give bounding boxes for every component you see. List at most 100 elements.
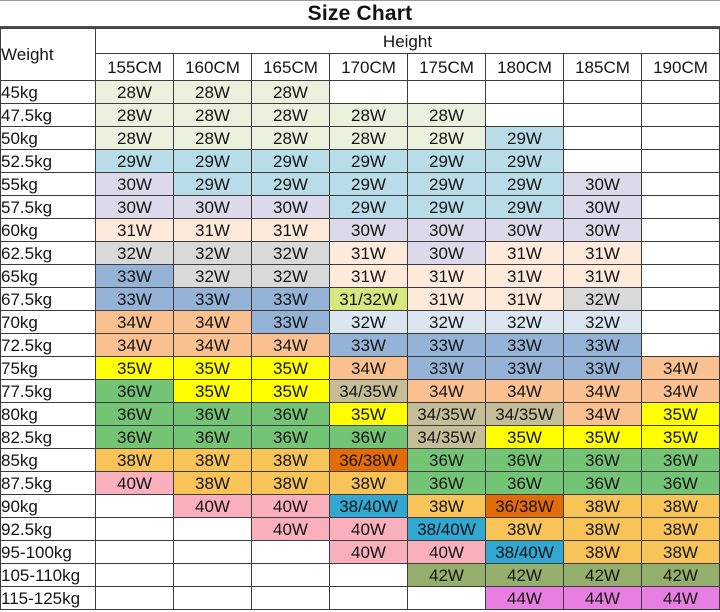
empty-cell <box>641 80 720 104</box>
size-cell: 31W <box>329 241 408 265</box>
size-cell: 28W <box>95 80 174 104</box>
empty-cell <box>173 563 252 587</box>
size-cell: 32W <box>251 241 330 265</box>
size-cell: 34W <box>485 379 564 403</box>
column-header-170cm: 170CM <box>329 53 408 81</box>
size-cell: 31W <box>485 287 564 311</box>
size-cell: 31W <box>407 264 486 288</box>
size-cell: 28W <box>173 80 252 104</box>
row-label: 115-125kg <box>0 586 96 610</box>
size-table: Weight Height 155CM 160CM 165CM 170CM 175CM 180… <box>0 28 720 610</box>
size-cell: 38W <box>563 494 642 518</box>
table-row: 52.5kg 29W 29W 29W 29W 29W 29W <box>0 149 720 173</box>
size-cell: 30W <box>407 218 486 242</box>
empty-cell <box>641 149 720 173</box>
size-cell: 36W <box>251 425 330 449</box>
size-cell: 36/38W <box>329 448 408 472</box>
size-cell: 32W <box>563 287 642 311</box>
size-cell: 36W <box>173 402 252 426</box>
size-cell: 28W <box>251 80 330 104</box>
size-cell: 33W <box>485 333 564 357</box>
weight-header: Weight <box>0 28 96 81</box>
empty-cell <box>641 310 720 334</box>
table-row: 75kg 35W 35W 35W 34W 33W 33W 33W 34W <box>0 356 720 380</box>
size-cell: 31W <box>563 264 642 288</box>
size-cell: 28W <box>329 103 408 127</box>
table-row: 82.5kg 36W 36W 36W 36W 34/35W 35W 35W 35W <box>0 425 720 449</box>
size-cell: 32W <box>251 264 330 288</box>
size-cell: 42W <box>485 563 564 587</box>
size-cell: 30W <box>407 241 486 265</box>
table-row: 80kg 36W 36W 36W 35W 34/35W 34/35W 34W 35W <box>0 402 720 426</box>
row-label: 70kg <box>0 310 96 334</box>
size-cell: 31W <box>407 287 486 311</box>
size-cell: 35W <box>563 425 642 449</box>
table-row: 90kg 40W 40W 38/40W 38W 36/38W 38W 38W <box>0 494 720 518</box>
size-cell: 38W <box>563 517 642 541</box>
size-cell: 29W <box>173 149 252 173</box>
size-cell: 32W <box>173 264 252 288</box>
size-cell: 44W <box>563 586 642 610</box>
row-label: 50kg <box>0 126 96 150</box>
size-cell: 32W <box>407 310 486 334</box>
empty-cell <box>485 103 564 127</box>
size-cell: 28W <box>173 126 252 150</box>
row-label: 67.5kg <box>0 287 96 311</box>
table-row: 60kg 31W 31W 31W 30W 30W 30W 30W <box>0 218 720 242</box>
row-label: 90kg <box>0 494 96 518</box>
size-cell: 31W <box>485 264 564 288</box>
size-cell: 44W <box>641 586 720 610</box>
size-cell: 34W <box>407 379 486 403</box>
size-cell: 34/35W <box>407 402 486 426</box>
empty-cell <box>641 218 720 242</box>
column-header-190cm: 190CM <box>641 53 720 81</box>
row-label: 55kg <box>0 172 96 196</box>
size-cell: 29W <box>407 195 486 219</box>
size-cell: 29W <box>485 172 564 196</box>
size-cell: 36W <box>95 402 174 426</box>
size-cell: 36W <box>407 471 486 495</box>
column-header-160cm: 160CM <box>173 53 252 81</box>
size-cell: 34W <box>641 356 720 380</box>
size-cell: 30W <box>95 195 174 219</box>
size-cell: 38W <box>641 540 720 564</box>
size-cell: 34W <box>641 379 720 403</box>
size-cell: 31W <box>563 241 642 265</box>
empty-cell <box>641 126 720 150</box>
table-row: 62.5kg 32W 32W 32W 31W 30W 31W 31W <box>0 241 720 265</box>
size-cell: 31/32W <box>329 287 408 311</box>
size-cell: 33W <box>563 333 642 357</box>
size-cell: 35W <box>641 425 720 449</box>
size-cell: 34/35W <box>485 402 564 426</box>
size-cell: 36W <box>485 471 564 495</box>
table-body: 45kg 28W 28W 28W 47.5kg 28W 28W 28W 28W 28W 50kg 28… <box>0 80 720 610</box>
empty-cell <box>485 80 564 104</box>
table-row: 65kg 33W 32W 32W 31W 31W 31W 31W <box>0 264 720 288</box>
table-row: 115-125kg 44W 44W 44W <box>0 586 720 610</box>
size-cell: 30W <box>485 218 564 242</box>
size-cell: 38W <box>407 494 486 518</box>
table-row: 77.5kg 36W 35W 35W 34/35W 34W 34W 34W 34W <box>0 379 720 403</box>
size-cell: 38W <box>641 517 720 541</box>
size-cell: 29W <box>95 149 174 173</box>
size-cell: 29W <box>329 149 408 173</box>
size-cell: 29W <box>329 172 408 196</box>
size-cell: 34W <box>251 333 330 357</box>
size-cell: 31W <box>95 218 174 242</box>
size-cell: 40W <box>251 494 330 518</box>
size-cell: 30W <box>563 218 642 242</box>
table-row: 57.5kg 30W 30W 30W 29W 29W 29W 30W <box>0 195 720 219</box>
column-header-165cm: 165CM <box>251 53 330 81</box>
size-cell: 33W <box>407 356 486 380</box>
size-cell: 29W <box>485 126 564 150</box>
size-cell: 28W <box>407 103 486 127</box>
size-cell: 28W <box>251 126 330 150</box>
size-cell: 36W <box>563 448 642 472</box>
empty-cell <box>173 540 252 564</box>
row-label: 62.5kg <box>0 241 96 265</box>
size-cell: 38W <box>251 448 330 472</box>
row-label: 72.5kg <box>0 333 96 357</box>
size-cell: 38/40W <box>329 494 408 518</box>
column-header-175cm: 175CM <box>407 53 486 81</box>
empty-cell <box>563 103 642 127</box>
